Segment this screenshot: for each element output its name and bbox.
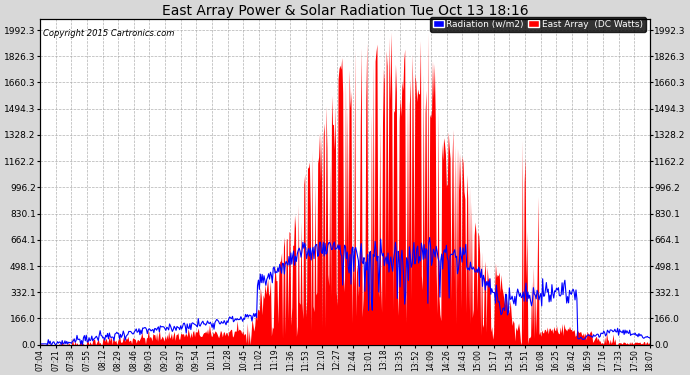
Text: Copyright 2015 Cartronics.com: Copyright 2015 Cartronics.com bbox=[43, 29, 175, 38]
Title: East Array Power & Solar Radiation Tue Oct 13 18:16: East Array Power & Solar Radiation Tue O… bbox=[161, 4, 529, 18]
Legend: Radiation (w/m2), East Array  (DC Watts): Radiation (w/m2), East Array (DC Watts) bbox=[430, 17, 646, 32]
